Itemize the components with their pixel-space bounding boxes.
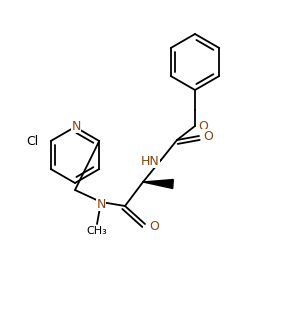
Text: N: N — [71, 119, 81, 132]
Text: O: O — [198, 119, 208, 132]
Text: Cl: Cl — [27, 135, 39, 147]
Text: O: O — [203, 129, 213, 143]
Text: HN: HN — [140, 155, 159, 167]
Text: N: N — [96, 197, 106, 211]
Text: CH₃: CH₃ — [87, 226, 108, 236]
Text: O: O — [149, 220, 159, 232]
Polygon shape — [143, 179, 173, 188]
